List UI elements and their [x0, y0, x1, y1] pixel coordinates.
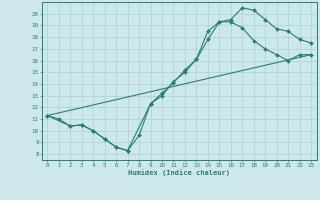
X-axis label: Humidex (Indice chaleur): Humidex (Indice chaleur): [128, 169, 230, 176]
